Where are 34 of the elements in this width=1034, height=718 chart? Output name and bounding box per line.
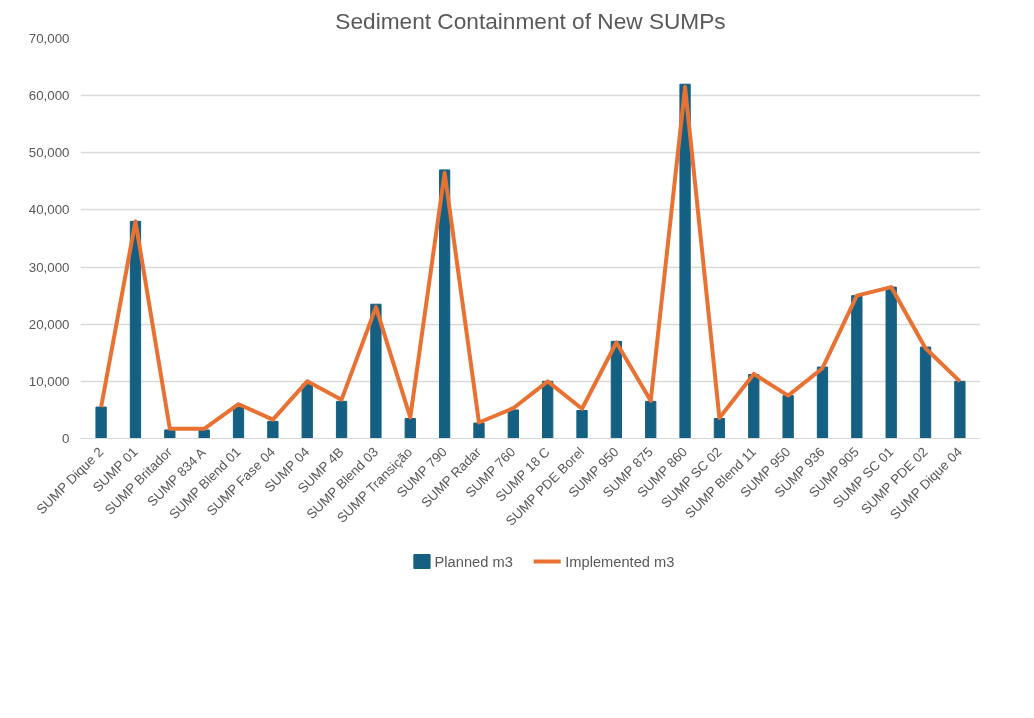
bar [954,380,966,439]
bar [713,418,726,439]
line-series [99,85,962,431]
y-tick-label: 10,000 [28,373,70,389]
bar [335,400,348,439]
bar [198,429,210,439]
y-tick-label: 20,000 [28,316,70,332]
chart-title: Sediment Containment of New SUMPs [335,7,726,34]
legend-label: Implemented m3 [565,553,675,570]
bar [748,374,760,439]
y-tick-label: 70,000 [28,31,70,46]
bar [885,286,897,439]
bar [404,418,416,439]
y-tick-label: 30,000 [28,259,70,275]
bar [232,406,245,439]
bar [507,409,519,439]
bar [576,410,588,439]
bar [645,400,657,439]
bar [164,429,176,439]
bar [267,420,279,439]
y-tick-label: 0 [62,431,70,446]
bar [301,383,313,439]
y-tick-label: 50,000 [28,145,70,161]
bar [851,295,863,439]
bar [919,346,932,439]
bar [782,395,794,439]
legend-label: Planned m3 [434,553,513,570]
bar [370,303,382,439]
bar [95,406,107,439]
y-tick-label: 60,000 [28,88,70,104]
bar [816,366,829,439]
bar [679,83,691,439]
y-tick-label: 40,000 [28,202,70,218]
bar [473,422,485,439]
